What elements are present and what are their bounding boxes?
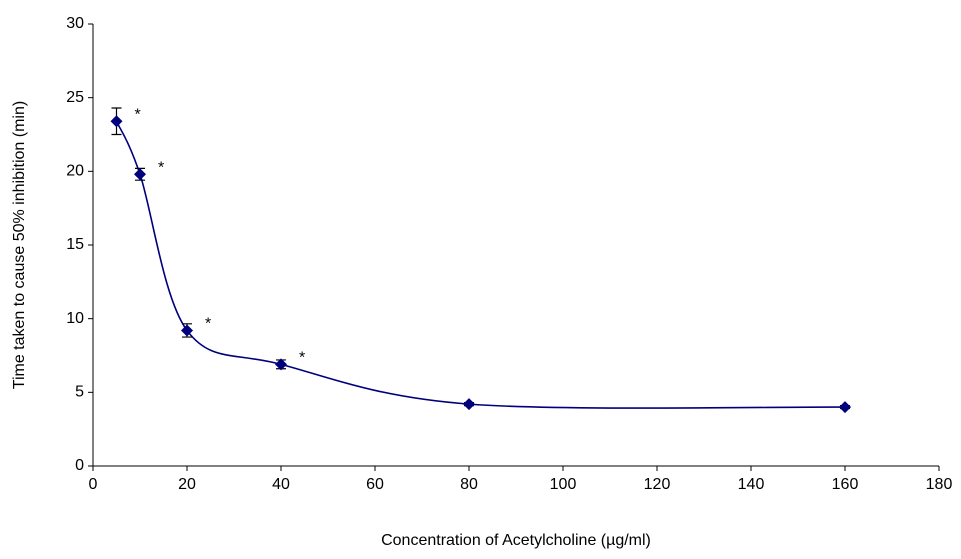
x-tick-label: 80 <box>460 476 478 493</box>
x-tick-label: 140 <box>738 476 765 493</box>
marker <box>839 401 851 414</box>
y-tick-label: 30 <box>66 15 84 32</box>
y-tick-label: 15 <box>66 236 84 253</box>
y-tick-label: 0 <box>75 457 84 474</box>
y-axis-label: Time taken to cause 50% inhibition (min) <box>11 101 28 389</box>
y-tick-label: 10 <box>66 310 84 327</box>
x-tick-label: 120 <box>644 476 671 493</box>
significance-mark: * <box>135 106 141 123</box>
y-tick-label: 5 <box>75 384 84 401</box>
marker <box>275 358 287 371</box>
x-tick-label: 20 <box>178 476 196 493</box>
y-tick-label: 25 <box>66 89 84 106</box>
x-tick-label: 60 <box>366 476 384 493</box>
marker <box>463 398 475 411</box>
x-tick-label: 160 <box>832 476 859 493</box>
marker <box>134 168 146 181</box>
marker <box>110 115 123 128</box>
x-axis-label: Concentration of Acetylcholine (µg/ml) <box>381 532 651 549</box>
x-tick-label: 100 <box>550 476 577 493</box>
significance-mark: * <box>158 159 164 176</box>
y-tick-label: 20 <box>66 163 84 180</box>
significance-mark: * <box>299 350 305 367</box>
x-tick-label: 180 <box>926 476 953 493</box>
data-line <box>115 120 846 409</box>
x-tick-label: 0 <box>89 476 98 493</box>
x-tick-label: 40 <box>272 476 290 493</box>
marker <box>181 324 193 337</box>
significance-mark: * <box>205 316 211 333</box>
